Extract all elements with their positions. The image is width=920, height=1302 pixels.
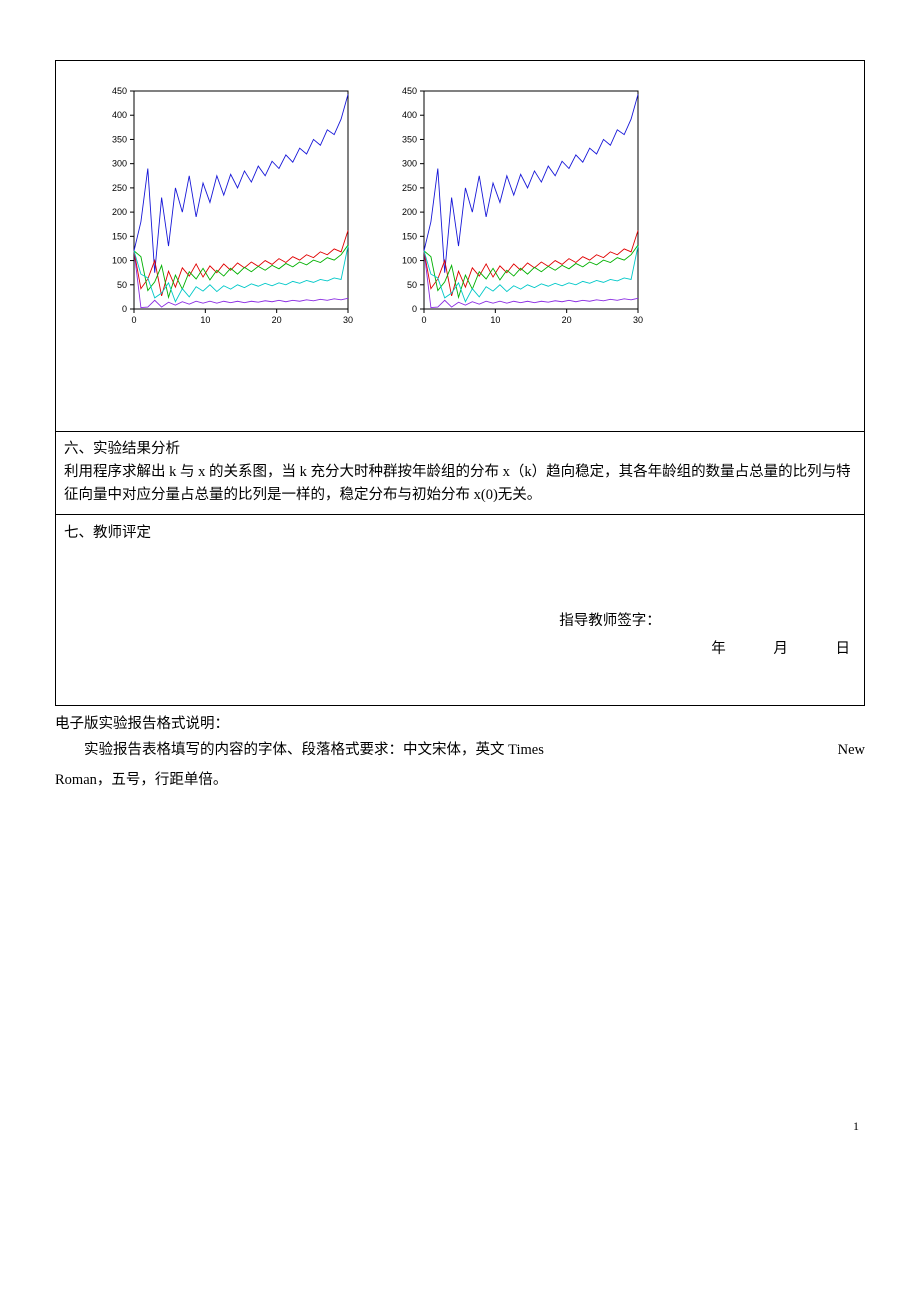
- svg-text:0: 0: [131, 315, 136, 325]
- svg-text:350: 350: [402, 134, 417, 144]
- charts-cell: 0501001502002503003504004500102030 05010…: [56, 61, 864, 432]
- format-line-3: Roman，五号，行距单倍。: [55, 768, 865, 789]
- report-table: 0501001502002503003504004500102030 05010…: [55, 60, 865, 706]
- chart-right: 0 50 100 150 200 250 300 350 400 450 0 10 20 30: [356, 81, 646, 331]
- svg-text:200: 200: [112, 207, 127, 217]
- svg-text:20: 20: [272, 315, 282, 325]
- year-label: 年: [711, 641, 726, 657]
- svg-text:0: 0: [412, 304, 417, 314]
- svg-text:10: 10: [200, 315, 210, 325]
- date-line: 年 月 日: [711, 637, 850, 658]
- section-6-heading: 六、实验结果分析: [64, 438, 856, 460]
- chart-left: 0 50 100 150 200 250 300 350 400 450 0 10 20 30: [66, 81, 356, 331]
- svg-text:20: 20: [562, 315, 572, 325]
- format-line-2: 实验报告表格填写的内容的字体、段落格式要求：中文宋体，英文 Times New: [55, 733, 865, 768]
- svg-text:50: 50: [117, 280, 127, 290]
- section-6-body: 利用程序求解出 k 与 x 的关系图，当 k 充分大时种群按年龄组的分布 x（k…: [64, 461, 856, 506]
- svg-text:450: 450: [112, 86, 127, 96]
- page-number: 1: [55, 1119, 865, 1134]
- svg-text:300: 300: [402, 159, 417, 169]
- svg-text:10: 10: [490, 315, 500, 325]
- svg-text:250: 250: [112, 183, 127, 193]
- svg-text:200: 200: [402, 207, 417, 217]
- section-7-heading: 七、教师评定: [64, 521, 856, 542]
- svg-text:400: 400: [112, 110, 127, 120]
- svg-text:300: 300: [112, 159, 127, 169]
- day-label: 日: [836, 641, 851, 657]
- svg-text:150: 150: [112, 231, 127, 241]
- svg-text:450: 450: [402, 86, 417, 96]
- section-7: 七、教师评定 指导教师签字： 年 月 日: [56, 515, 864, 705]
- format-notes: 电子版实验报告格式说明： 实验报告表格填写的内容的字体、段落格式要求：中文宋体，…: [55, 706, 865, 789]
- month-label: 月: [773, 641, 788, 657]
- svg-text:250: 250: [402, 183, 417, 193]
- svg-text:30: 30: [633, 315, 643, 325]
- section-6: 六、实验结果分析 利用程序求解出 k 与 x 的关系图，当 k 充分大时种群按年…: [56, 432, 864, 515]
- svg-text:30: 30: [343, 315, 353, 325]
- svg-text:350: 350: [112, 134, 127, 144]
- svg-text:0: 0: [122, 304, 127, 314]
- svg-text:0: 0: [421, 315, 426, 325]
- signature-label: 指导教师签字：: [56, 609, 864, 630]
- svg-text:100: 100: [402, 256, 417, 266]
- svg-text:100: 100: [112, 256, 127, 266]
- svg-text:400: 400: [402, 110, 417, 120]
- format-line-1: 电子版实验报告格式说明：: [55, 712, 865, 733]
- svg-text:50: 50: [407, 280, 417, 290]
- svg-text:150: 150: [402, 231, 417, 241]
